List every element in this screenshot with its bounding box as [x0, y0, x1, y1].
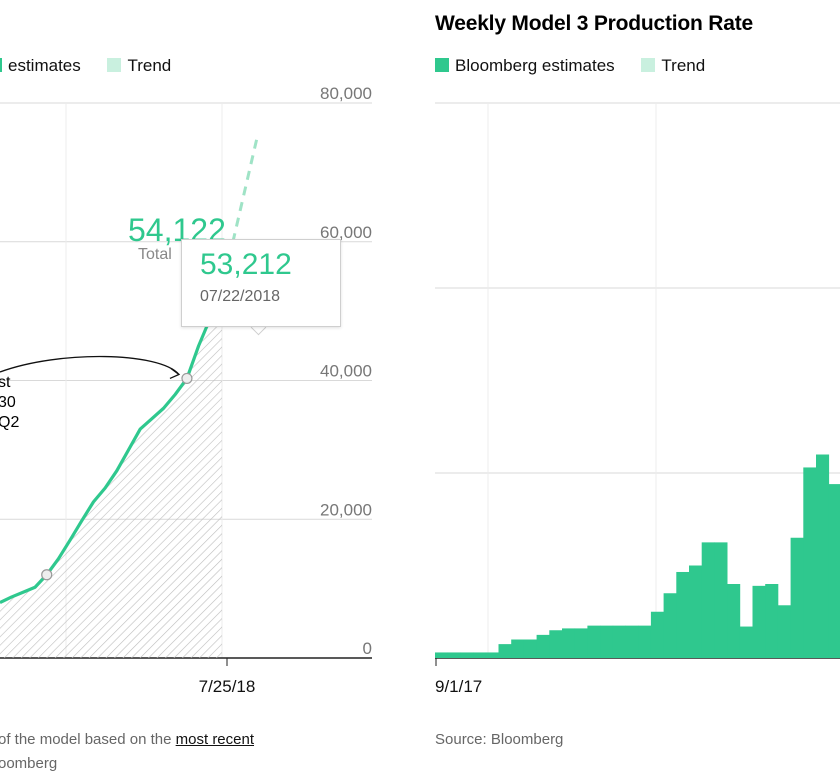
- bar: [714, 542, 728, 658]
- y-tick-label: 40,000: [320, 362, 372, 381]
- legend-item-trend[interactable]: Trend: [107, 56, 171, 75]
- bar: [790, 537, 804, 658]
- bar: [650, 611, 664, 658]
- bar: [460, 652, 474, 658]
- bar: [600, 625, 614, 658]
- callout-line-1: st: [0, 374, 11, 391]
- weekly-chart-panel: Weekly Model 3 Production Rate Bloomberg…: [400, 0, 840, 774]
- bar: [777, 605, 791, 658]
- bar: [625, 625, 639, 658]
- weekly-bar-chart: 9/1/17: [435, 102, 840, 696]
- bar: [587, 625, 601, 658]
- y-tick-label: 60,000: [320, 223, 372, 242]
- legend-item-trend-right[interactable]: Trend: [641, 56, 705, 75]
- callout-arrow-head: [169, 367, 181, 380]
- bar: [435, 652, 449, 658]
- left-legend: estimates Trend: [0, 56, 193, 76]
- total-annotation-label: Total: [138, 246, 172, 263]
- bar: [498, 644, 512, 658]
- bar: [562, 628, 576, 658]
- legend-label-trend: Trend: [127, 56, 172, 75]
- left-footnote: of the model based on the most recent: [0, 731, 254, 748]
- bar: [574, 628, 588, 658]
- legend-item-bloomberg-estimates[interactable]: Bloomberg estimates: [435, 56, 615, 75]
- y-tick-label: 80,000: [320, 84, 372, 103]
- bar: [727, 584, 741, 658]
- legend-label-trend-right: Trend: [661, 56, 706, 75]
- callout-line-2: 30: [0, 394, 16, 411]
- bar: [765, 584, 779, 658]
- right-source: Source: Bloomberg: [435, 731, 564, 748]
- bar: [523, 639, 537, 658]
- highlight-point: [41, 569, 53, 581]
- bar: [549, 630, 563, 658]
- left-source: oomberg: [0, 755, 58, 772]
- chart-title: Weekly Model 3 Production Rate: [435, 12, 754, 35]
- footnote-link[interactable]: most recent: [175, 731, 255, 748]
- cumulative-area: [0, 288, 222, 658]
- bar: [473, 652, 487, 658]
- cumulative-chart-panel: estimates Trend 80,000 60,000 40,000 20,000…: [0, 0, 400, 774]
- bar: [536, 634, 550, 658]
- bar: [803, 467, 817, 658]
- cumulative-line-chart: 80,000 60,000 40,000 20,000 0 7/25/18: [0, 84, 372, 696]
- data-tooltip: 53,212 07/22/2018: [181, 239, 341, 327]
- bar: [676, 571, 690, 658]
- right-legend: Bloomberg estimates Trend: [435, 56, 727, 76]
- bar: [828, 484, 840, 658]
- y-tick-label: 0: [363, 639, 372, 658]
- callout-arrow-line: [0, 355, 180, 375]
- bar: [638, 625, 652, 658]
- bar: [663, 593, 677, 658]
- legend-swatch-trend: [107, 58, 122, 72]
- bar: [447, 652, 461, 658]
- legend-item-estimates[interactable]: estimates: [0, 56, 81, 75]
- callout-line-3: Q2: [0, 414, 20, 431]
- y-tick-label: 20,000: [320, 500, 372, 519]
- bar: [689, 565, 703, 658]
- footnote-text: of the model based on the: [0, 731, 172, 748]
- legend-swatch-trend-right: [641, 58, 656, 72]
- highlight-point: [181, 372, 193, 385]
- bar: [612, 625, 626, 658]
- bar: [816, 454, 830, 658]
- bar: [701, 542, 715, 658]
- tooltip-value: 53,212: [200, 248, 292, 281]
- x-tick-label: 7/25/18: [199, 677, 256, 696]
- bar: [752, 585, 766, 658]
- x-tick-label: 9/1/17: [435, 677, 482, 696]
- legend-label-bloomberg-estimates: Bloomberg estimates: [455, 56, 615, 75]
- bar: [511, 639, 525, 658]
- bar: [485, 652, 499, 658]
- legend-swatch-estimates: [0, 58, 2, 72]
- legend-label-estimates: estimates: [8, 56, 81, 75]
- legend-swatch-bloomberg-estimates: [435, 58, 449, 72]
- trend-line: [220, 137, 259, 290]
- callout-text: st 30 Q2: [0, 373, 19, 433]
- bar: [739, 626, 753, 658]
- tooltip-date: 07/22/2018: [200, 288, 281, 305]
